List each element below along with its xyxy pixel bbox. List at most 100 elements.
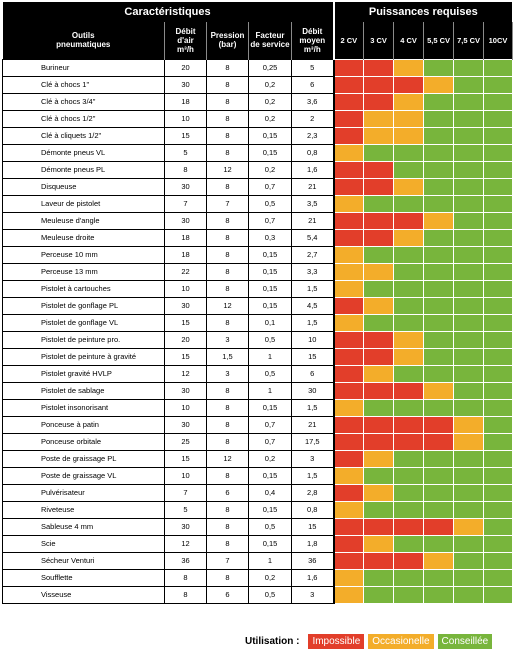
- power-level-cell: [333, 398, 365, 417]
- avg-flow-cell: 1,6: [290, 568, 335, 587]
- power-level-cell: [363, 585, 395, 604]
- power-level-cell: [483, 585, 514, 604]
- pressure-cell: 6: [206, 585, 249, 604]
- pressure-cell: 8: [206, 313, 249, 332]
- factor-cell: 1: [248, 551, 292, 570]
- power-level-cell: [333, 245, 365, 264]
- power-level-cell: [423, 534, 455, 553]
- power-level-cell: [333, 585, 365, 604]
- power-level-cell: [453, 126, 485, 145]
- power-level-cell: [483, 432, 514, 451]
- pressure-cell: 8: [206, 228, 249, 247]
- pressure-cell: 8: [206, 177, 249, 196]
- table-row: Clé à chocs 3/4" 18 8 0,2 3,6: [2, 92, 514, 111]
- flow-column-header: Débit d'air m³/h: [164, 22, 207, 59]
- power-level-cell: [483, 313, 514, 332]
- tool-name-cell: Scie: [2, 534, 165, 553]
- factor-cell: 0,15: [248, 500, 292, 519]
- pressure-cell: 8: [206, 211, 249, 230]
- power-level-cell: [483, 296, 514, 315]
- power-level-cell: [423, 245, 455, 264]
- power-level-cell: [363, 415, 395, 434]
- avg-flow-cell: 1,6: [290, 160, 335, 179]
- power-level-cell: [333, 313, 365, 332]
- avg-flow-cell: 15: [290, 517, 335, 536]
- power-level-cell: [483, 483, 514, 502]
- pressure-cell: 8: [206, 279, 249, 298]
- factor-cell: 0,7: [248, 211, 292, 230]
- flow-cell: 30: [164, 517, 207, 536]
- factor-cell: 0,2: [248, 449, 292, 468]
- tool-name-cell: Burineur: [2, 58, 165, 77]
- power-level-cell: [393, 160, 425, 179]
- power-level-cell: [363, 262, 395, 281]
- power-level-cell: [453, 58, 485, 77]
- power-level-cell: [453, 534, 485, 553]
- flow-cell: 10: [164, 109, 207, 128]
- power-level-cell: [483, 466, 514, 485]
- power-level-cell: [363, 143, 395, 162]
- factor-cell: 0,1: [248, 313, 292, 332]
- power-level-cell: [483, 449, 514, 468]
- legend-advised: Conseillée: [437, 633, 493, 649]
- factor-cell: 0,2: [248, 568, 292, 587]
- power-level-cell: [423, 75, 455, 94]
- tool-name-cell: Démonte pneus PL: [2, 160, 165, 179]
- factor-cell: 0,3: [248, 228, 292, 247]
- power-level-cell: [423, 381, 455, 400]
- power-level-cell: [363, 534, 395, 553]
- power-level-cell: [333, 551, 365, 570]
- tool-name-cell: Perceuse 10 mm: [2, 245, 165, 264]
- power-level-cell: [453, 483, 485, 502]
- pressure-cell: 8: [206, 381, 249, 400]
- flow-cell: 20: [164, 330, 207, 349]
- power-level-cell: [333, 330, 365, 349]
- power-level-cell: [423, 347, 455, 366]
- avg-flow-cell: 1,5: [290, 313, 335, 332]
- table-row: Démonte pneus PL 8 12 0,2 1,6: [2, 160, 514, 179]
- pressure-cell: 7: [206, 194, 249, 213]
- power-level-cell: [453, 398, 485, 417]
- tool-name-cell: Visseuse: [2, 585, 165, 604]
- power-level-cell: [393, 534, 425, 553]
- pressure-cell: 12: [206, 296, 249, 315]
- power-level-cell: [423, 517, 455, 536]
- power-level-cell: [363, 245, 395, 264]
- power-level-cell: [483, 551, 514, 570]
- flow-cell: 12: [164, 364, 207, 383]
- factor-cell: 0,15: [248, 126, 292, 145]
- factor-column-header: Facteur de service: [248, 22, 292, 59]
- power-level-cell: [333, 211, 365, 230]
- pressure-cell: 3: [206, 330, 249, 349]
- flow-cell: 15: [164, 347, 207, 366]
- power-level-cell: [453, 466, 485, 485]
- table-row: Laveur de pistolet 7 7 0,5 3,5: [2, 194, 514, 213]
- flow-cell: 8: [164, 568, 207, 587]
- avg-flow-cell: 21: [290, 177, 335, 196]
- power-level-cell: [483, 194, 514, 213]
- table-row: Disqueuse 30 8 0,7 21: [2, 177, 514, 196]
- flow-cell: 30: [164, 415, 207, 434]
- factor-cell: 0,15: [248, 279, 292, 298]
- power-level-cell: [423, 568, 455, 587]
- power-level-cell: [423, 92, 455, 111]
- tool-name-cell: Soufflette: [2, 568, 165, 587]
- power-level-cell: [333, 177, 365, 196]
- power-level-cell: [393, 211, 425, 230]
- tool-name-cell: Clé à chocs 1": [2, 75, 165, 94]
- avg-flow-cell: 3,3: [290, 262, 335, 281]
- power-level-cell: [393, 177, 425, 196]
- table-row: Pistolet de peinture pro. 20 3 0,5 10: [2, 330, 514, 349]
- avg-flow-cell: 3,5: [290, 194, 335, 213]
- power-level-cell: [453, 75, 485, 94]
- flow-cell: 10: [164, 279, 207, 298]
- power-level-cell: [483, 262, 514, 281]
- flow-cell: 8: [164, 160, 207, 179]
- pressure-cell: 1,5: [206, 347, 249, 366]
- flow-cell: 30: [164, 381, 207, 400]
- power-level-cell: [453, 585, 485, 604]
- power-level-cell: [333, 500, 365, 519]
- table-row: Meuleuse d'angle 30 8 0,7 21: [2, 211, 514, 230]
- power-level-cell: [483, 92, 514, 111]
- power-level-cell: [393, 75, 425, 94]
